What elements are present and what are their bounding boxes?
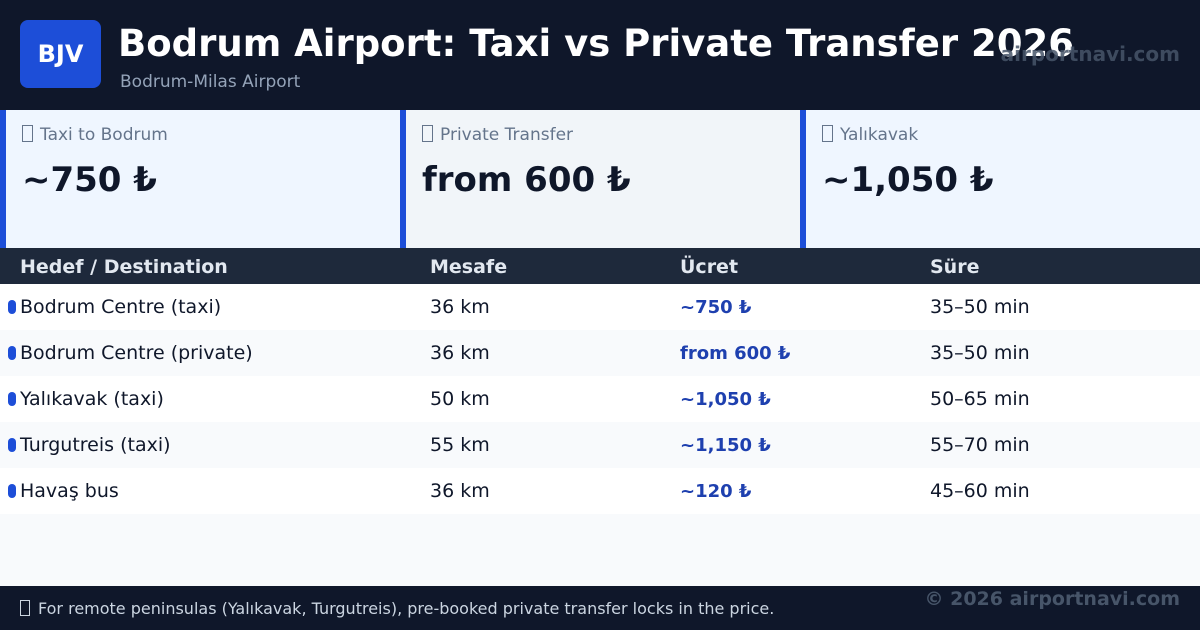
copyright: © 2026 airportnavi.com bbox=[924, 588, 1181, 610]
stat-card: Yalıkavak ~1,050 ₺ bbox=[800, 110, 1200, 248]
price: from 600 ₺ bbox=[680, 343, 791, 364]
card-value: ~1,050 ₺ bbox=[822, 160, 994, 200]
table-cell: 36 km bbox=[430, 296, 490, 318]
note-text: For remote peninsulas (Yalıkavak, Turgut… bbox=[38, 599, 775, 618]
icon bbox=[20, 600, 30, 616]
row-marker bbox=[8, 300, 16, 314]
logo: BJV bbox=[20, 20, 101, 88]
table-cell: Yalıkavak (taxi) bbox=[20, 388, 164, 410]
table-row: Turgutreis (taxi) 55 km ~1,150 ₺ 55–70 min bbox=[0, 422, 1200, 468]
price: ~120 ₺ bbox=[680, 481, 752, 502]
table-cell: 55 km bbox=[430, 434, 490, 456]
price: ~750 ₺ bbox=[680, 297, 752, 318]
table-cell: 50 km bbox=[430, 388, 490, 410]
icon bbox=[422, 125, 433, 142]
header: BJV Bodrum Airport: Taxi vs Private Tran… bbox=[0, 0, 1200, 110]
table-cell: 50–65 min bbox=[930, 388, 1030, 410]
table-cell: 36 km bbox=[430, 342, 490, 364]
table-row: Bodrum Centre (private) 36 km from 600 ₺ 35… bbox=[0, 330, 1200, 376]
footer-note: For remote peninsulas (Yalıkavak, Turgut… bbox=[20, 599, 774, 618]
icon bbox=[22, 125, 33, 142]
table-cell: Bodrum Centre (private) bbox=[20, 342, 253, 364]
title: Bodrum Airport: Taxi vs Private Transfer… bbox=[118, 22, 1074, 65]
card-label: Private Transfer bbox=[422, 125, 573, 145]
card-label: Taxi to Bodrum bbox=[22, 125, 168, 145]
table-row: Bodrum Centre (taxi) 36 km ~750 ₺ 35–50 min bbox=[0, 284, 1200, 330]
table-row: Havaş bus 36 km ~120 ₺ 45–60 min bbox=[0, 468, 1200, 514]
column-header: Mesafe bbox=[430, 256, 508, 278]
watermark: airportnavi.com bbox=[1000, 42, 1180, 66]
table-cell: Bodrum Centre (taxi) bbox=[20, 296, 222, 318]
table-cell: Havaş bus bbox=[20, 480, 119, 502]
table-cell: 55–70 min bbox=[930, 434, 1030, 456]
column-header: Süre bbox=[930, 256, 980, 278]
table-cell: 35–50 min bbox=[930, 342, 1030, 364]
stat-card: Private Transfer from 600 ₺ bbox=[400, 110, 800, 248]
stat-card: Taxi to Bodrum ~750 ₺ bbox=[0, 110, 400, 248]
table-cell: 35–50 min bbox=[930, 296, 1030, 318]
card-label: Yalıkavak bbox=[822, 125, 918, 145]
card-label-text: Yalıkavak bbox=[840, 125, 919, 145]
card-label-text: Private Transfer bbox=[440, 125, 574, 145]
table-cell: 36 km bbox=[430, 480, 490, 502]
table-cell: Turgutreis (taxi) bbox=[20, 434, 171, 456]
row-marker bbox=[8, 438, 16, 452]
card-value: from 600 ₺ bbox=[422, 160, 631, 200]
table-cell: 45–60 min bbox=[930, 480, 1030, 502]
price: ~1,150 ₺ bbox=[680, 435, 771, 456]
card-label-text: Taxi to Bodrum bbox=[40, 125, 168, 145]
table-row: Yalıkavak (taxi) 50 km ~1,050 ₺ 50–65 min bbox=[0, 376, 1200, 422]
column-header: Hedef / Destination bbox=[20, 256, 228, 278]
column-header: Ücret bbox=[680, 256, 739, 278]
card-value: ~750 ₺ bbox=[22, 160, 157, 200]
price: ~1,050 ₺ bbox=[680, 389, 771, 410]
row-marker bbox=[8, 392, 16, 406]
table-header: Hedef / Destination Mesafe Ücret Süre bbox=[0, 248, 1200, 284]
footer: For remote peninsulas (Yalıkavak, Turgut… bbox=[0, 586, 1200, 630]
icon bbox=[822, 125, 833, 142]
row-marker bbox=[8, 484, 16, 498]
row-marker bbox=[8, 346, 16, 360]
subtitle: Bodrum-Milas Airport bbox=[120, 72, 301, 92]
